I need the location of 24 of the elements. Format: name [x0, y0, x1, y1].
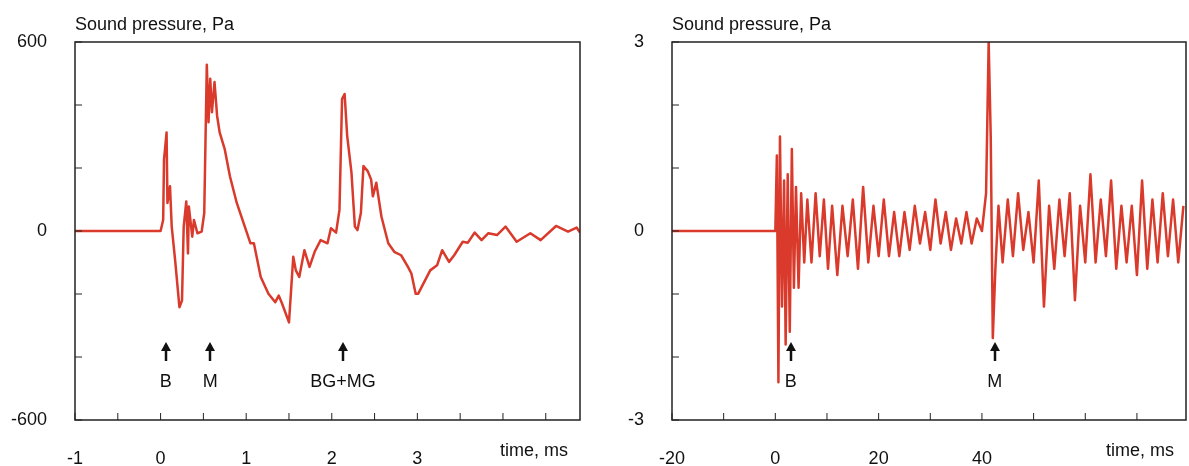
- y-tick-label: -600: [10, 408, 47, 429]
- x-axis-title: time, ms: [499, 439, 568, 460]
- y-tick-label: 600: [16, 30, 47, 51]
- annotation: M: [202, 370, 218, 391]
- x-tick-label: 3: [412, 447, 423, 466]
- x-tick-label: 40: [971, 447, 992, 466]
- y-tick-label: 3: [633, 30, 644, 51]
- annotation: B: [159, 370, 172, 391]
- x-tick-label: 2: [326, 447, 337, 466]
- annotation: M: [987, 370, 1003, 391]
- x-tick-label: -1: [66, 447, 84, 466]
- y-axis-title: Sound pressure, Pa: [75, 13, 236, 34]
- annotation: BG+MG: [310, 370, 376, 391]
- x-tick-label: 1: [241, 447, 252, 466]
- x-tick-label: 20: [868, 447, 889, 466]
- x-tick-label: 0: [770, 447, 781, 466]
- x-tick-label: -20: [658, 447, 686, 466]
- y-axis-title: Sound pressure, Pa: [672, 13, 833, 34]
- x-tick-label: 0: [155, 447, 166, 466]
- annotation: B: [784, 370, 797, 391]
- y-tick-label: 0: [633, 219, 644, 240]
- x-axis-title: time, ms: [1105, 439, 1174, 460]
- y-tick-label: 0: [36, 219, 47, 240]
- y-tick-label: -3: [627, 408, 644, 429]
